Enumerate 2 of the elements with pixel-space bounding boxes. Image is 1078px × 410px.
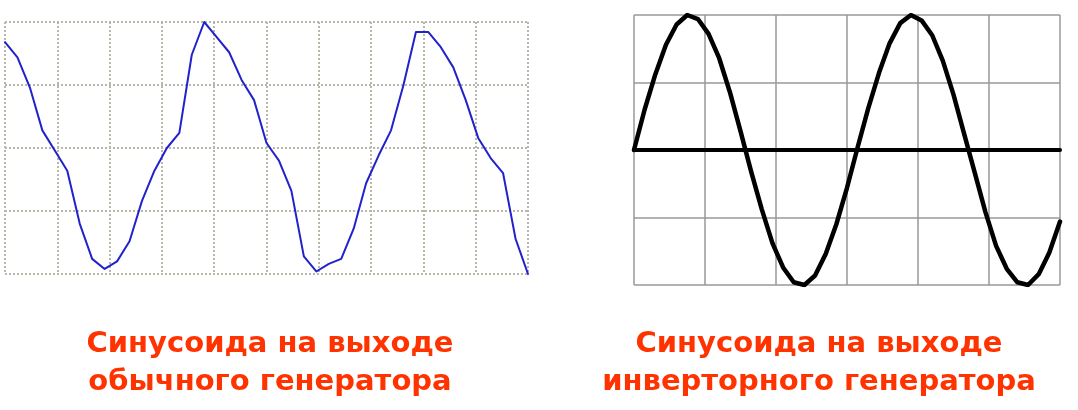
text: Синусоида на выходе инверторного генератора [602, 325, 1036, 397]
text: Синусоида на выходе обычного генератора [86, 325, 454, 397]
